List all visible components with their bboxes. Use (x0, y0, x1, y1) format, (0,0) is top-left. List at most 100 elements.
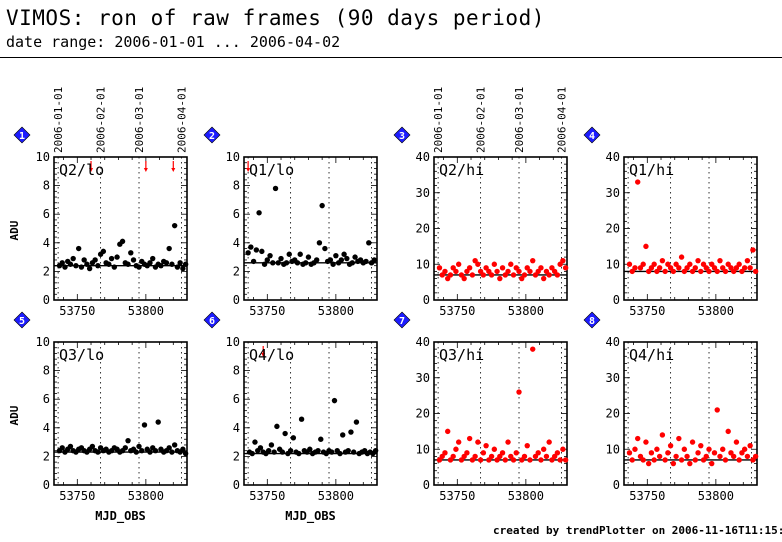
date-marker-label: 2006-02-01 (475, 87, 488, 153)
data-point (436, 265, 443, 271)
data-point (513, 450, 519, 456)
data-point (747, 265, 753, 271)
y-tick-label: 8 (233, 179, 240, 193)
data-point (177, 260, 183, 266)
x-tick-label: 53750 (249, 489, 285, 503)
data-point (352, 254, 358, 260)
data-point (264, 257, 271, 263)
data-point (554, 272, 561, 278)
y-tick-label: 2 (233, 449, 240, 463)
data-point (744, 257, 751, 264)
data-point (272, 185, 279, 192)
data-point (305, 254, 312, 260)
data-point (363, 258, 369, 265)
data-point (70, 255, 76, 262)
y-tick-label: 0 (613, 293, 620, 307)
data-point (717, 257, 723, 264)
data-point (340, 432, 346, 438)
data-point (497, 275, 503, 282)
badge-diamond (13, 311, 31, 329)
data-point (344, 255, 350, 262)
data-point (345, 447, 351, 454)
y-tick-label: 6 (233, 207, 240, 221)
data-point (640, 457, 646, 463)
data-point (659, 257, 666, 264)
data-point (84, 261, 90, 267)
offscale-arrow-head (143, 168, 148, 172)
data-point (499, 450, 506, 456)
x-tick-label: 53800 (318, 489, 354, 503)
y-tick-label: 0 (423, 293, 430, 307)
data-point (455, 439, 462, 445)
y-tick-label: 10 (606, 257, 620, 271)
data-point (330, 261, 336, 267)
data-point (516, 389, 522, 395)
y-tick-label: 10 (416, 257, 430, 271)
y-tick-label: 4 (43, 236, 50, 250)
data-point (692, 457, 698, 463)
data-point (483, 442, 489, 449)
y-tick-label: 0 (233, 478, 240, 492)
y-tick-label: 20 (416, 222, 430, 236)
data-point (298, 416, 305, 422)
y-tick-label: 6 (233, 392, 240, 406)
data-point (267, 252, 273, 259)
data-point (329, 449, 335, 455)
x-tick-label: 53750 (629, 489, 665, 503)
data-point (150, 255, 156, 262)
data-point (133, 449, 139, 455)
y-tick-label: 0 (43, 478, 50, 492)
data-point (725, 428, 731, 435)
y-axis-label: ADU (8, 220, 21, 240)
badge-number: 4 (589, 131, 595, 142)
panel-frame (243, 341, 378, 486)
data-point (540, 275, 547, 282)
data-point (180, 446, 186, 452)
data-point (252, 439, 258, 445)
data-point (750, 247, 756, 253)
panel-q2-hi: 0 10 20 30 40 53750 53800 Q2/hi 3 2006-01-01 2006-… (393, 87, 569, 318)
data-point (122, 445, 128, 451)
data-point (717, 453, 723, 460)
badge-diamond (393, 126, 411, 144)
y-tick-label: 20 (606, 407, 620, 421)
data-point (632, 446, 638, 452)
data-point (648, 450, 655, 456)
data-point (475, 261, 481, 267)
panel-q4-hi: 0 10 20 30 40 53750 53800 Q4/hi 8 (583, 311, 759, 503)
y-tick-label: 40 (416, 150, 430, 164)
data-point (353, 419, 360, 425)
data-point (491, 261, 498, 267)
panel-label: Q2/lo (59, 161, 104, 179)
data-point (626, 450, 633, 456)
data-point (136, 443, 142, 450)
x-tick-label: 53800 (698, 489, 734, 503)
data-point (560, 446, 566, 452)
data-point (722, 457, 729, 463)
data-point (654, 446, 660, 452)
data-point (318, 436, 324, 442)
data-point (714, 407, 720, 413)
data-point (527, 268, 533, 275)
data-point (480, 450, 487, 456)
data-point (562, 265, 569, 271)
data-point (92, 257, 98, 263)
data-point (560, 257, 566, 264)
data-point (472, 453, 478, 460)
panel-frame (53, 156, 188, 301)
y-tick-label: 0 (613, 478, 620, 492)
y-tick-label: 20 (606, 222, 620, 236)
panel-number-badge: 1 (13, 126, 31, 144)
data-point (678, 457, 685, 463)
data-point (635, 435, 641, 442)
data-point (521, 272, 528, 278)
data-point (270, 260, 276, 266)
x-tick-label: 53750 (59, 489, 95, 503)
data-point (695, 450, 701, 456)
x-axis-label: MJD_OBS (285, 509, 336, 524)
data-point (315, 447, 321, 454)
data-point (319, 202, 325, 209)
data-point (744, 453, 751, 460)
y-tick-label: 4 (233, 236, 240, 250)
data-point (692, 265, 698, 271)
